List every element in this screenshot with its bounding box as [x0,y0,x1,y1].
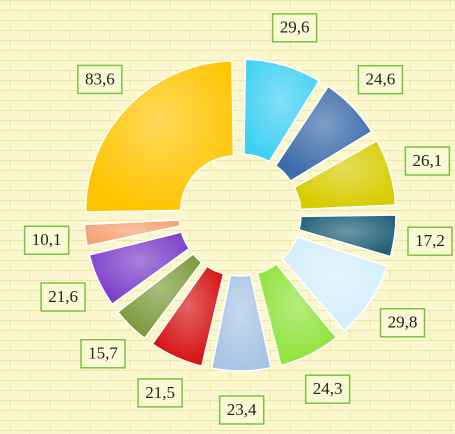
slice-shine [117,253,202,339]
label-box [77,64,123,95]
slice-shine [294,140,396,210]
label-box [40,282,86,312]
value-label: 15,7 [88,344,118,363]
slice-shine [85,60,234,213]
slice-shine [152,266,224,367]
label-box [23,225,70,256]
value-label: 21,5 [145,383,175,402]
label-box [304,374,351,404]
slice-shine [299,215,396,257]
label-box [80,339,126,369]
slice-shine [211,274,272,371]
slice-shine [257,263,337,366]
value-label: 29,6 [280,18,310,37]
label-box [218,395,265,425]
label-box [379,308,426,338]
value-label: 17,2 [415,231,445,250]
slice-shine [275,86,372,182]
slice-shine [243,59,320,162]
slice-shine [282,236,388,331]
value-label: 24,3 [313,379,343,398]
slice-shine [89,232,190,305]
slice-shine [84,219,180,246]
value-label: 21,6 [48,287,78,306]
value-label: 24,6 [366,70,396,89]
label-box [271,13,318,43]
label-box [137,378,183,408]
label-box [407,226,453,256]
value-label: 29,8 [388,313,418,332]
value-label: 26,1 [412,151,442,170]
value-label: 83,6 [85,69,115,88]
value-label: 10,1 [32,230,62,249]
label-box [357,64,404,95]
value-label: 23,4 [227,400,257,419]
label-box [404,146,451,176]
